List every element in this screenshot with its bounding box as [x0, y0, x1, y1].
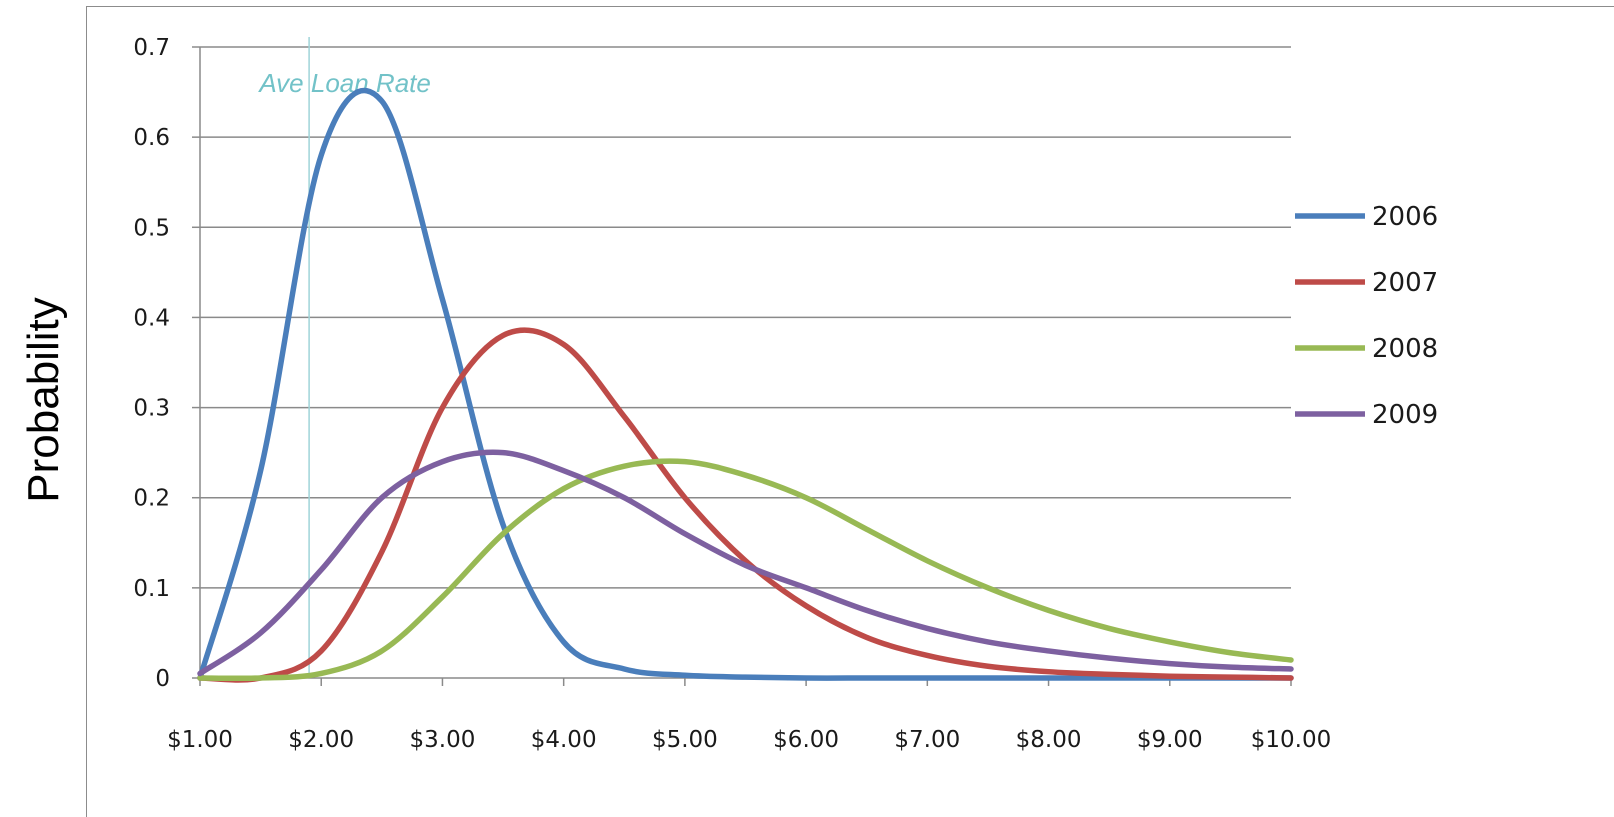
chart-frame: [86, 6, 1614, 817]
x-tick-label: $4.00: [531, 727, 597, 753]
series-line-2006: [197, 87, 1294, 681]
x-tick-label: $1.00: [167, 727, 233, 753]
x-tick-label: $10.00: [1251, 727, 1331, 753]
x-tick-label: $3.00: [410, 727, 476, 753]
y-tick-label: 0.1: [133, 576, 170, 602]
x-tick-label: $8.00: [1016, 727, 1082, 753]
gridlines: [200, 46, 1291, 589]
legend: 2006 2007 2008 2009: [1295, 202, 1438, 430]
y-tick-label: 0.7: [133, 35, 170, 61]
x-tick-label: $9.00: [1137, 727, 1203, 753]
series-line-2009: [197, 449, 1294, 677]
legend-label-2008: 2008: [1372, 334, 1438, 364]
y-tick-label: 0.4: [133, 305, 170, 331]
annotation-layer: Ave Loan Rate: [257, 37, 431, 678]
series-line-2007: [197, 327, 1294, 683]
y-tick-label: 0.5: [133, 215, 170, 241]
y-tick-label: 0.2: [133, 486, 170, 512]
legend-label-2007: 2007: [1372, 268, 1438, 298]
x-tick-label: $2.00: [288, 727, 354, 753]
annotation-label: Ave Loan Rate: [257, 68, 431, 98]
x-tick-label: $5.00: [652, 727, 718, 753]
x-tick-label: $6.00: [773, 727, 839, 753]
y-tick-label: 0.3: [133, 396, 170, 422]
y-tick-label: 0: [155, 666, 170, 692]
legend-label-2006: 2006: [1372, 202, 1438, 232]
y-tick-label: 0.6: [133, 125, 170, 151]
legend-label-2009: 2009: [1372, 400, 1438, 430]
axes: 0 0.1 0.2 0.3 0.4 0.5 0.6 0.7 $1.00 $2.00 $3.00 $4.…: [133, 35, 1331, 753]
series-layer: [197, 87, 1294, 683]
series-line-2008: [197, 458, 1294, 682]
x-tick-label: $7.00: [894, 727, 960, 753]
